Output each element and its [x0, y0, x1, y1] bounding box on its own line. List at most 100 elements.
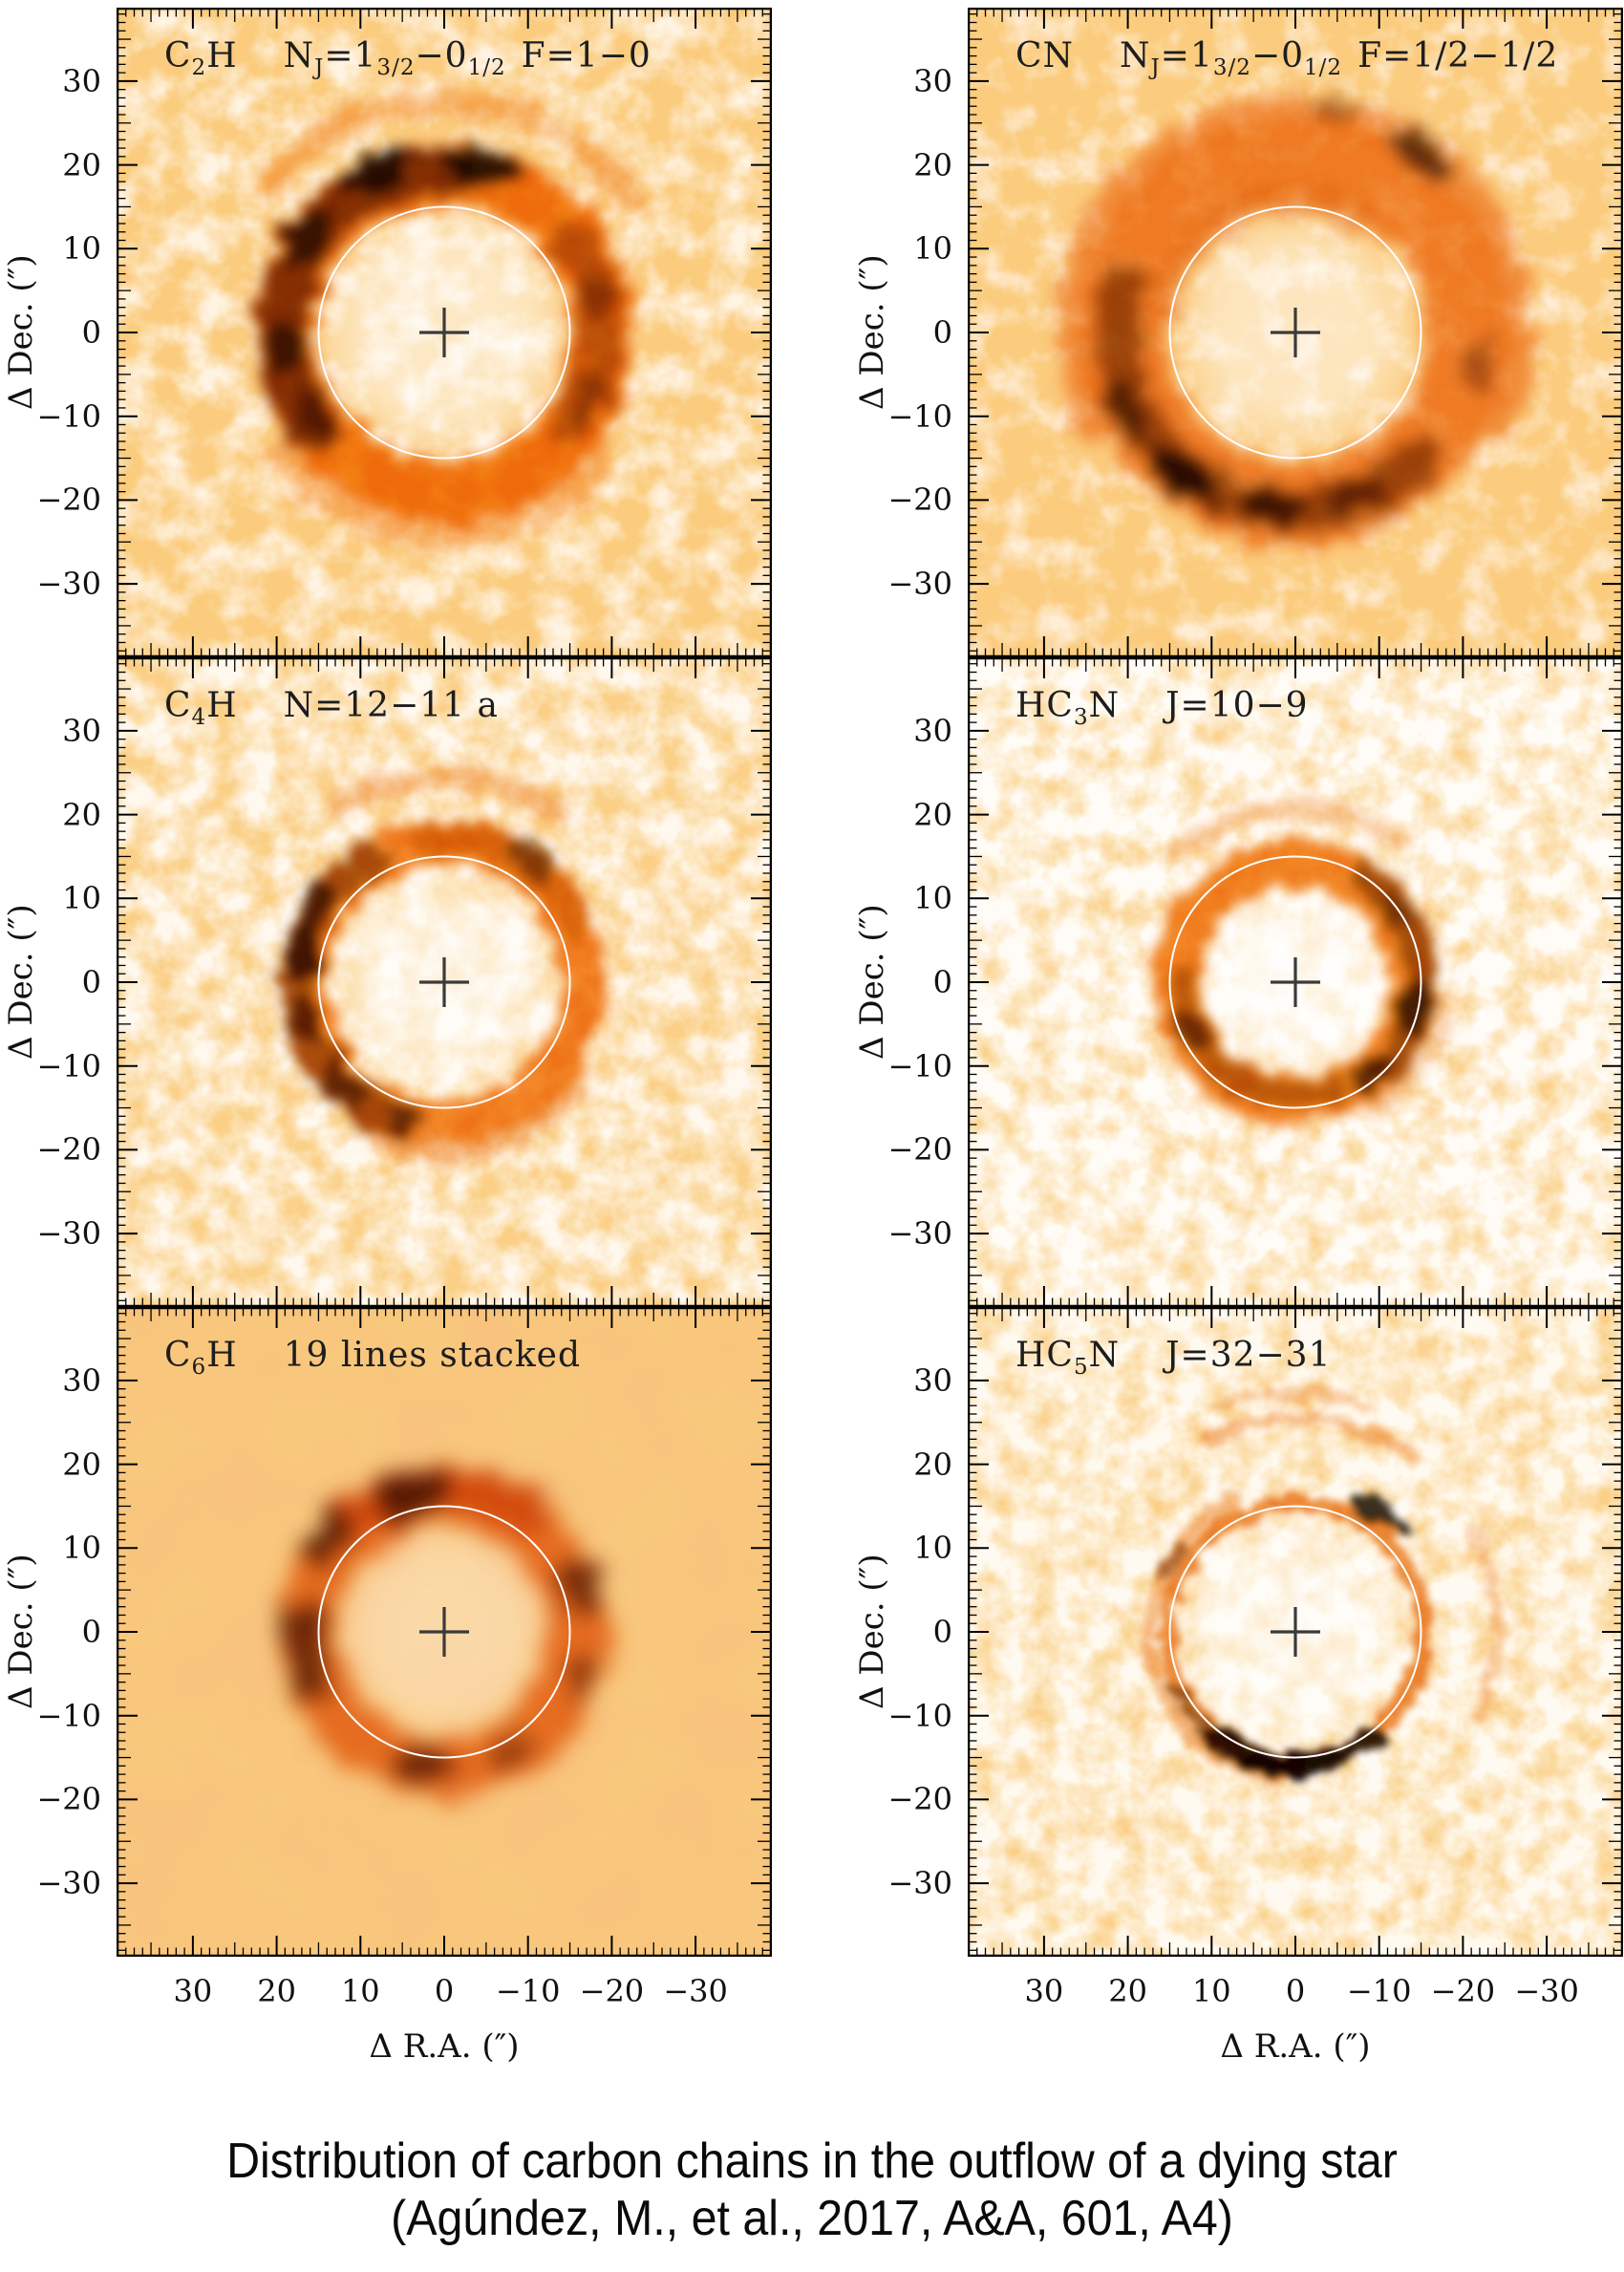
y-tick-label: 0: [81, 964, 101, 1000]
reference-circle: [317, 855, 571, 1109]
x-tick-label: −10: [1346, 1973, 1412, 2009]
y-tick-label: 10: [913, 1530, 952, 1567]
y-tick-label: 0: [932, 314, 952, 351]
panel-title-hc5n: HC5N J=32−31: [1015, 1336, 1332, 1379]
y-tick-label: −30: [36, 566, 101, 603]
figure-caption-line-2: (Agúndez, M., et al., 2017, A&A, 601, A4…: [391, 2191, 1233, 2246]
x-tick-label: 10: [1191, 1973, 1231, 2009]
y-tick-label: 10: [62, 1530, 101, 1567]
y-axis-title: Δ Dec. (″): [2, 904, 40, 1061]
y-tick-label: −30: [887, 1215, 952, 1253]
y-tick-label: −10: [887, 1047, 952, 1084]
panel-title-c4h: C4H N=12−11 a: [164, 686, 499, 731]
y-tick-label: −30: [887, 566, 952, 603]
x-tick-label: 30: [173, 1973, 213, 2009]
x-tick-label: −20: [579, 1973, 645, 2009]
map-panel-cn: CN NJ=13/2−01/2 F=1/2−1/2: [968, 8, 1623, 657]
reference-circle: [317, 1505, 571, 1759]
heatmap-hc3n: [968, 657, 1623, 1307]
x-tick-label: 30: [1024, 1973, 1064, 2009]
y-tick-label: −10: [887, 397, 952, 435]
y-tick-label: 20: [913, 1446, 952, 1483]
y-tick-label: −30: [887, 1865, 952, 1902]
y-tick-label: 30: [913, 712, 952, 749]
reference-circle: [1168, 1505, 1422, 1759]
molecule-label: HC3N: [1015, 686, 1121, 731]
panel-title-c2h: C2H NJ=13/2−01/2 F=1−0: [164, 36, 652, 81]
map-panel-hc5n: HC5N J=32−31: [968, 1307, 1623, 1957]
x-tick-label: 0: [434, 1973, 455, 2009]
axis-ticks-hc3n: [968, 657, 1623, 1307]
x-tick-label: 20: [257, 1973, 296, 2009]
y-tick-label: 30: [62, 1361, 101, 1399]
figure-caption: Distribution of carbon chains in the out…: [0, 2133, 1624, 2247]
y-tick-label: −20: [887, 482, 952, 519]
y-tick-label: −20: [36, 1781, 101, 1818]
axis-ticks-c4h: [117, 657, 772, 1307]
y-axis-title: Δ Dec. (″): [853, 1554, 891, 1710]
reference-circle: [1168, 855, 1422, 1109]
panel-title-cn: CN NJ=13/2−01/2 F=1/2−1/2: [1015, 36, 1559, 81]
y-tick-label: 20: [62, 146, 101, 183]
panel-title-hc3n: HC3N J=10−9: [1015, 686, 1309, 731]
molecule-label: C6H: [164, 1336, 238, 1381]
y-tick-label: −10: [36, 397, 101, 435]
x-tick-label: −30: [1514, 1973, 1579, 2009]
y-tick-label: −30: [36, 1865, 101, 1902]
x-tick-label: 0: [1285, 1973, 1306, 2009]
y-tick-label: 30: [913, 62, 952, 99]
y-tick-label: −20: [887, 1131, 952, 1168]
map-panel-c6h: C6H 19 lines stacked: [117, 1307, 772, 1957]
x-axis-title: Δ R.A. (″): [1220, 2027, 1371, 2066]
axis-ticks-c2h: [117, 8, 772, 657]
y-tick-label: 10: [62, 880, 101, 917]
y-tick-label: −10: [36, 1047, 101, 1084]
x-tick-label: −20: [1430, 1973, 1496, 2009]
y-tick-label: 0: [932, 964, 952, 1000]
axis-ticks-cn: [968, 8, 1623, 657]
transition-label: N=12−11 a: [283, 686, 499, 725]
map-panel-hc3n: HC3N J=10−9: [968, 657, 1623, 1307]
heatmap-cn: [968, 8, 1623, 657]
transition-label: NJ=13/2−01/2 F=1/2−1/2: [1120, 36, 1559, 81]
transition-label: J=10−9: [1165, 686, 1309, 725]
molecule-label: C2H: [164, 36, 238, 81]
molecule-label: C4H: [164, 686, 238, 731]
heatmap-c2h: [117, 8, 772, 657]
y-tick-label: 0: [932, 1614, 952, 1650]
y-tick-label: −10: [887, 1697, 952, 1734]
y-tick-label: 0: [81, 1614, 101, 1650]
y-tick-label: 20: [62, 796, 101, 833]
x-tick-label: 10: [340, 1973, 380, 2009]
y-axis-title: Δ Dec. (″): [2, 254, 40, 411]
heatmap-c6h: [117, 1307, 772, 1957]
x-axis-title: Δ R.A. (″): [369, 2027, 520, 2066]
y-tick-label: 30: [62, 62, 101, 99]
y-tick-label: −20: [36, 482, 101, 519]
y-tick-label: −20: [887, 1781, 952, 1818]
transition-label: J=32−31: [1165, 1336, 1332, 1375]
reference-circle: [1168, 205, 1422, 460]
y-tick-label: 10: [913, 230, 952, 268]
y-tick-label: 20: [62, 1446, 101, 1483]
y-axis-title: Δ Dec. (″): [853, 254, 891, 411]
y-axis-title: Δ Dec. (″): [2, 1554, 40, 1710]
reference-circle: [317, 205, 571, 460]
axis-ticks-c6h: [117, 1307, 772, 1957]
x-tick-label: −30: [663, 1973, 728, 2009]
transition-label: NJ=13/2−01/2 F=1−0: [283, 36, 652, 81]
y-tick-label: 0: [81, 314, 101, 351]
x-tick-label: −10: [495, 1973, 561, 2009]
y-axis-title: Δ Dec. (″): [853, 904, 891, 1061]
x-tick-label: 20: [1108, 1973, 1147, 2009]
transition-label: 19 lines stacked: [283, 1336, 582, 1375]
y-tick-label: −30: [36, 1215, 101, 1253]
y-tick-label: 20: [913, 796, 952, 833]
molecule-label: CN: [1015, 36, 1075, 75]
y-tick-label: 30: [913, 1361, 952, 1399]
map-panel-c2h: C2H NJ=13/2−01/2 F=1−0: [117, 8, 772, 657]
heatmap-c4h: [117, 657, 772, 1307]
map-panel-c4h: C4H N=12−11 a: [117, 657, 772, 1307]
axis-ticks-hc5n: [968, 1307, 1623, 1957]
